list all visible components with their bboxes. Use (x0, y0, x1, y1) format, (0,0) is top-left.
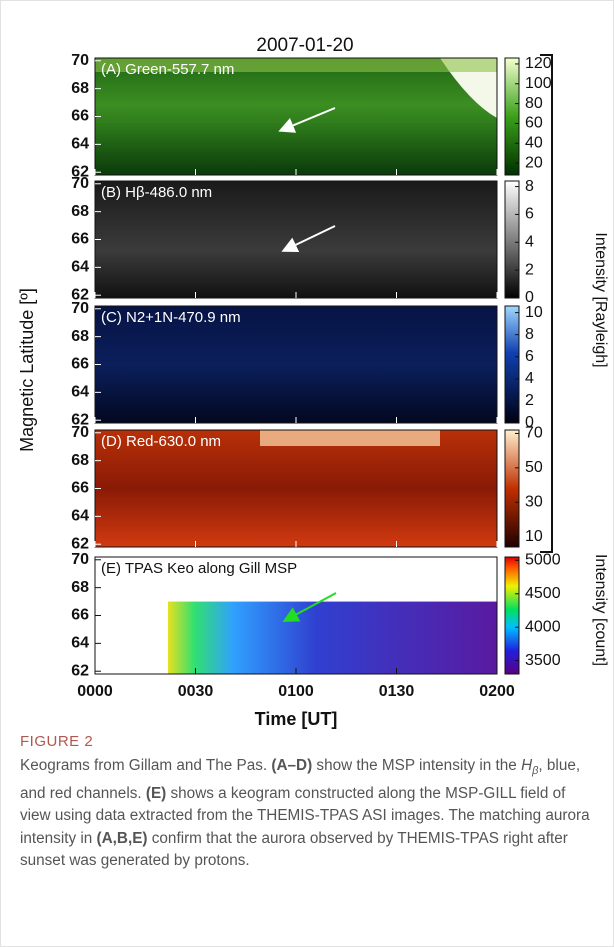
colorbar-tick-label: 4500 (525, 585, 561, 602)
y-tick-label: 64 (71, 508, 89, 525)
colorbar (504, 429, 520, 548)
colorbar-tick-label: 80 (525, 95, 543, 112)
colorbar-tick-label: 0 (525, 289, 534, 306)
caption-symbol: H (521, 757, 533, 774)
caption-text: show the MSP intensity in the (312, 757, 522, 774)
colorbar-bracket (540, 54, 553, 553)
y-tick-label: 70 (71, 424, 89, 441)
colorbar-tick-label: 8 (525, 326, 534, 343)
keogram-image (95, 58, 497, 175)
colorbar (504, 305, 520, 424)
y-tick-label: 66 (71, 108, 89, 125)
colorbar-tick-label: 50 (525, 459, 543, 476)
caption: Keograms from Gillam and The Pas. (A–D) … (20, 755, 592, 873)
colorbar-tick-label: 5000 (525, 552, 561, 569)
y-tick-label: 64 (71, 136, 89, 153)
y-tick-label: 62 (71, 163, 89, 180)
caption-text: confirm that the aurora observed by THEM… (20, 829, 568, 870)
colorbar-tick-label: 70 (525, 425, 543, 442)
caption-ref: (A,B,E) (96, 829, 148, 847)
panel-label: (C) N2+1N-470.9 nm (101, 309, 241, 326)
colorbar-tick-label: 2 (525, 392, 534, 409)
y-tick-label: 62 (71, 662, 89, 679)
y-tick-label: 70 (71, 175, 89, 192)
colorbar-tick-label: 10 (525, 528, 543, 545)
bright-band (260, 430, 440, 446)
colorbar-tick-label: 20 (525, 154, 543, 171)
x-tick-label: 0130 (379, 683, 415, 700)
caption-text: Keograms from Gillam and The Pas. (20, 757, 272, 774)
y-tick-label: 66 (71, 480, 89, 497)
y-tick-label: 68 (71, 203, 89, 220)
colorbar-tick-label: 4 (525, 234, 534, 251)
y-tick-label: 66 (71, 607, 89, 624)
aurora-gap (440, 58, 497, 118)
caption-text: , blue, and red channels. (20, 757, 581, 802)
colorbar-tick-label: 4 (525, 370, 534, 387)
y-tick-label: 66 (71, 356, 89, 373)
x-tick-label: 0200 (479, 683, 515, 700)
colorbar-tick-label: 4000 (525, 618, 561, 635)
x-tick-label: 0100 (278, 683, 314, 700)
y-tick-label: 68 (71, 579, 89, 596)
x-tick-label: 0000 (77, 683, 113, 700)
colorbar-tick-label: 40 (525, 134, 543, 151)
y-tick-label: 70 (71, 300, 89, 317)
caption-text: shows a keogram constructed along the MS… (20, 784, 590, 847)
arrow (282, 592, 337, 622)
colorbar-tick-label: 2 (525, 261, 534, 278)
caption-ref: (E) (145, 784, 167, 802)
figure: 2007-01-20 Magnetic Latitude [º] Time [U… (17, 35, 609, 729)
colorbar-label: Intensity [Rayleigh] (592, 232, 609, 367)
colorbar-tick-label: 6 (525, 348, 534, 365)
keogram-image (95, 430, 497, 547)
colorbar-tick-label: 100 (525, 75, 552, 92)
keogram-image (168, 601, 497, 674)
colorbar (504, 556, 520, 675)
panel-label: (D) Red-630.0 nm (101, 433, 221, 450)
y-tick-label: 68 (71, 328, 89, 345)
colorbar-tick-label: 6 (525, 206, 534, 223)
keogram-image (95, 306, 497, 423)
colorbar-label: Intensity [count] (592, 554, 609, 666)
y-axis-label: Magnetic Latitude [º] (17, 288, 37, 452)
x-axis-label: Time [UT] (255, 709, 338, 729)
colorbar-tick-label: 120 (525, 55, 552, 72)
y-tick-label: 64 (71, 384, 89, 401)
figure-title: 2007-01-20 (256, 35, 353, 56)
y-tick-label: 62 (71, 411, 89, 428)
y-tick-label: 66 (71, 231, 89, 248)
colorbar (504, 180, 520, 299)
caption-subscript: β (532, 765, 539, 778)
colorbar-tick-label: 3500 (525, 652, 561, 669)
panel-label: (A) Green-557.7 nm (101, 61, 234, 78)
y-tick-label: 62 (71, 535, 89, 552)
y-tick-label: 64 (71, 635, 89, 652)
y-tick-label: 64 (71, 259, 89, 276)
colorbar-tick-label: 8 (525, 178, 534, 195)
colorbar (504, 57, 520, 176)
y-tick-label: 70 (71, 52, 89, 69)
colorbar-tick-label: 30 (525, 493, 543, 510)
y-tick-label: 68 (71, 80, 89, 97)
colorbar-tick-label: 0 (525, 414, 534, 431)
colorbar-tick-label: 10 (525, 304, 543, 321)
figure-label: FIGURE 2 (20, 733, 94, 750)
bright-band (95, 58, 497, 72)
arrow (281, 225, 336, 253)
x-tick-label: 0030 (178, 683, 214, 700)
arrow (278, 107, 336, 133)
y-tick-label: 68 (71, 452, 89, 469)
panel-label: (E) TPAS Keo along Gill MSP (101, 560, 297, 577)
y-tick-label: 70 (71, 551, 89, 568)
caption-ref: (A–D) (271, 757, 313, 774)
y-tick-label: 62 (71, 286, 89, 303)
panel-label: (B) Hβ-486.0 nm (101, 184, 212, 201)
colorbar-tick-label: 60 (525, 115, 543, 132)
